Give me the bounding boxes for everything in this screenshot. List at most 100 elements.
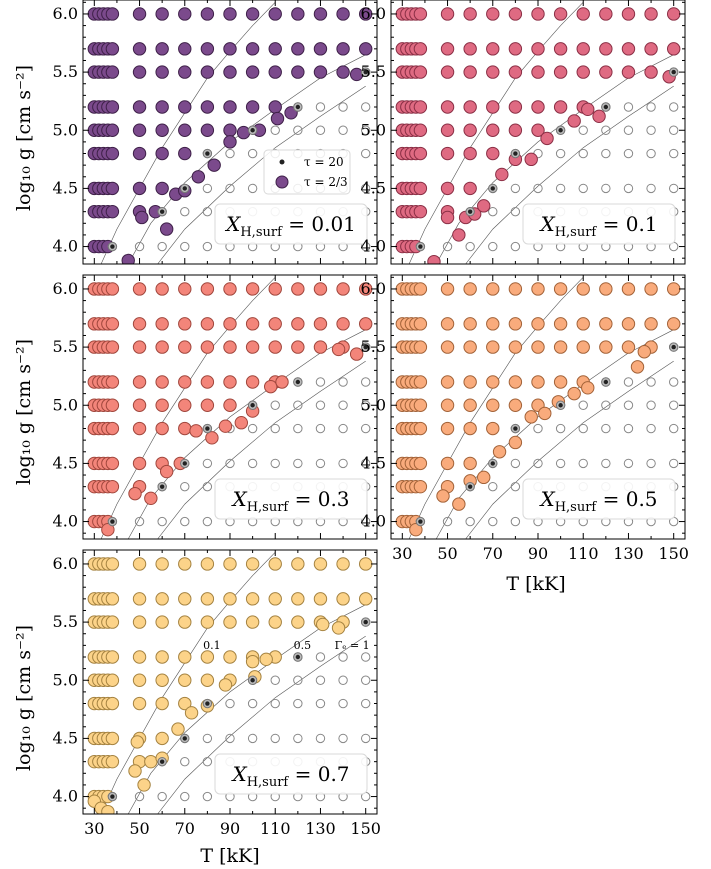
converged-model-point (576, 340, 590, 354)
tau20-point (558, 128, 563, 133)
converged-model-point (245, 100, 260, 114)
unconverged-model-point (315, 423, 326, 434)
tau23-point (637, 345, 651, 359)
converged-model-point (553, 282, 568, 296)
converged-model-point (223, 7, 237, 21)
converged-model-point (621, 65, 636, 79)
converged-model-point (531, 282, 545, 296)
converged-model-point (178, 592, 192, 606)
tau23-point (275, 375, 289, 389)
unconverged-model-point (134, 791, 145, 802)
converged-model-point (132, 673, 147, 687)
converged-model-point (105, 557, 120, 571)
tau23-point (223, 135, 237, 149)
panel-label-box (214, 478, 368, 520)
panel-4: 30 50 70 90 110 130 150 4.0 4.5 5.0 5.5 6.0 XH,surf … (361, 274, 689, 563)
y-tick-label: 4.0 (361, 237, 386, 256)
tau23-point (128, 486, 142, 501)
converged-model-point (105, 7, 120, 21)
converged-model-point (576, 282, 590, 296)
gamma-label-1: 0.1 (203, 639, 221, 652)
unconverged-model-point (180, 481, 190, 492)
converged-model-point (531, 65, 545, 79)
unconverged-model-point (202, 733, 213, 744)
converged-model-point (644, 282, 658, 296)
converged-model-point (105, 375, 120, 389)
panel-label: XH,surf = 0.1 (538, 212, 657, 240)
converged-model-point (132, 100, 147, 114)
x-tick-label: 110 (568, 544, 599, 563)
tau23-point (538, 406, 552, 421)
converged-model-point (463, 317, 477, 331)
legend-tau20-label: τ = 20 (304, 155, 344, 169)
converged-model-point (200, 317, 215, 331)
converged-model-point (132, 592, 147, 606)
unconverged-model-point (157, 791, 167, 802)
eddington-curve-3 (465, 85, 674, 264)
unconverged-model-point (668, 377, 679, 387)
tau23-point (207, 158, 221, 172)
x-tick-label: 110 (260, 819, 291, 838)
tau20-point (603, 104, 609, 110)
converged-model-point (132, 398, 147, 412)
unconverged-model-point (646, 148, 656, 159)
tau23-point (477, 199, 491, 213)
tau23-point (452, 228, 466, 242)
converged-model-point (440, 100, 455, 114)
unconverged-model-point (510, 516, 521, 527)
unconverged-model-point (270, 125, 280, 135)
converged-model-point (132, 65, 147, 79)
y-tick-label: 6.0 (53, 554, 78, 573)
tau23-point (452, 497, 466, 511)
converged-model-point (223, 42, 237, 56)
converged-model-point (553, 100, 568, 114)
converged-model-point (486, 282, 500, 296)
converged-model-point (313, 340, 328, 354)
converged-model-point (105, 282, 120, 296)
converged-model-point (486, 65, 500, 79)
unconverged-model-point (157, 241, 167, 252)
panel-label-symbol: X (538, 212, 555, 236)
unconverged-model-point (601, 148, 611, 159)
tau20-point (295, 379, 301, 385)
tau20-point (110, 519, 115, 524)
unconverged-model-point (488, 241, 498, 252)
x-axis-label-bottom: T [kK] (200, 845, 259, 867)
converged-model-point (132, 340, 147, 354)
converged-model-point (508, 7, 523, 21)
panel-label-subscript: H,surf (247, 500, 290, 515)
converged-model-point (440, 340, 455, 354)
converged-model-point (336, 557, 350, 571)
x-tick-label: 50 (437, 544, 457, 563)
tau23-point (349, 347, 364, 361)
converged-model-point (223, 100, 237, 114)
tau23-point (524, 410, 538, 424)
y-tick-label: 5.5 (53, 337, 78, 356)
converged-model-point (621, 7, 636, 21)
converged-model-point (553, 375, 568, 389)
panel-label-value: = 0.01 (282, 212, 356, 236)
panel-label-symbol: X (230, 762, 247, 786)
converged-model-point (508, 375, 523, 389)
converged-model-point (621, 340, 636, 354)
unconverged-model-point (202, 183, 213, 194)
converged-model-point (508, 65, 523, 79)
converged-model-point (666, 282, 681, 296)
converged-model-point (105, 754, 120, 769)
converged-model-point (621, 42, 636, 56)
x-tick-label: 70 (483, 544, 503, 563)
converged-model-point (105, 146, 120, 161)
y-tick-label: 4.0 (53, 237, 78, 256)
tau23-point (189, 424, 203, 438)
converged-model-point (155, 731, 169, 746)
tau23-point (128, 764, 142, 778)
converged-model-point (223, 615, 237, 629)
tau23-point (264, 379, 278, 394)
unconverged-model-point (315, 377, 326, 387)
converged-model-point (644, 65, 658, 79)
unconverged-model-point (293, 733, 303, 744)
y-tick-label: 4.0 (361, 512, 386, 531)
tau23-point (121, 253, 135, 264)
converged-model-point (200, 100, 215, 114)
y-tick-label: 4.5 (53, 178, 78, 197)
